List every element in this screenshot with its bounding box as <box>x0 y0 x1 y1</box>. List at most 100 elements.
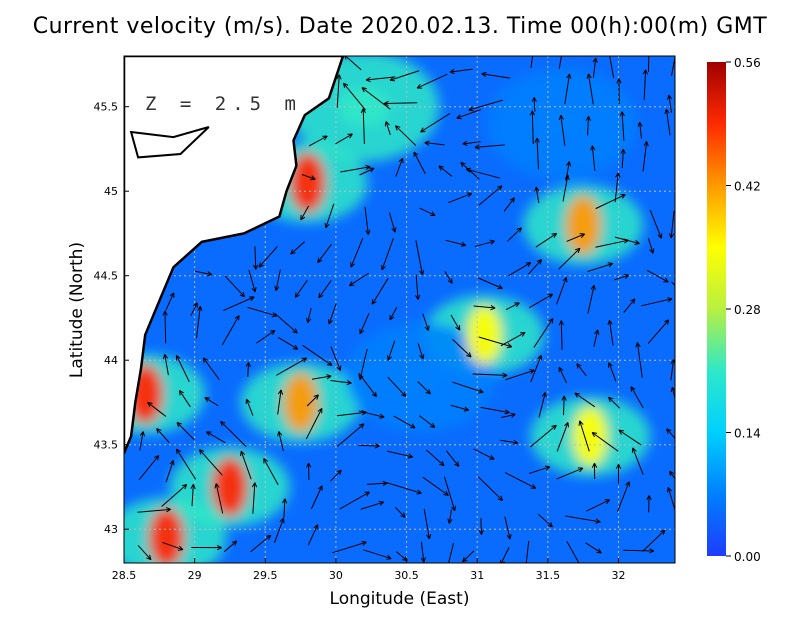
y-tick-label: 44.5 <box>94 270 119 283</box>
arrow-head <box>504 409 510 415</box>
velocity-arrow <box>477 277 503 290</box>
arrow-shaft <box>263 458 279 486</box>
arrow-shaft <box>176 355 190 382</box>
velocity-arrow <box>162 541 184 551</box>
arrow-head <box>139 431 145 437</box>
velocity-arrow <box>360 108 366 145</box>
velocity-arrow <box>308 135 328 147</box>
arrow-head <box>530 484 537 489</box>
velocity-arrow <box>348 272 370 287</box>
velocity-arrow <box>165 460 175 483</box>
velocity-arrow <box>317 243 332 264</box>
arrow-shaft <box>608 320 614 346</box>
arrow-head <box>378 500 385 506</box>
velocity-arrow <box>447 509 453 524</box>
arrow-head <box>382 480 388 487</box>
arrow-shaft <box>422 476 449 496</box>
velocity-arrow <box>417 381 431 395</box>
arrow-head <box>460 241 467 247</box>
arrow-head <box>369 167 375 173</box>
arrow-shaft <box>420 112 451 133</box>
arrow-shaft <box>474 144 505 148</box>
arrow-shaft <box>452 338 472 358</box>
velocity-arrow <box>302 344 333 366</box>
arrow-shaft <box>535 233 557 248</box>
arrow-head <box>489 454 495 460</box>
arrow-head <box>326 360 333 366</box>
arrow-head <box>564 422 569 428</box>
velocity-arrow <box>250 534 272 553</box>
arrow-shaft <box>587 262 613 273</box>
arrow-head <box>220 420 226 427</box>
arrow-shaft <box>359 312 370 334</box>
velocity-arrow <box>635 342 643 378</box>
x-axis-label: Longitude (East) <box>329 589 470 609</box>
velocity-arrow <box>637 121 643 139</box>
arrow-head <box>669 470 675 477</box>
arrow-head <box>497 495 504 502</box>
arrow-shaft <box>363 549 392 560</box>
arrow-shaft <box>677 164 678 180</box>
velocity-arrow <box>247 306 277 318</box>
arrow-head <box>590 284 596 291</box>
velocity-arrow <box>305 407 323 440</box>
arrow-head <box>529 110 536 116</box>
arrow-shaft <box>670 210 675 239</box>
arrow-shaft <box>340 166 371 173</box>
velocity-arrow <box>674 243 675 260</box>
arrow-head <box>327 318 333 325</box>
arrow-shaft <box>614 172 619 203</box>
velocity-arrow <box>607 319 614 346</box>
velocity-arrow <box>417 343 425 360</box>
arrow-head <box>674 259 675 260</box>
velocity-arrow <box>462 550 475 563</box>
arrow-head <box>384 121 390 127</box>
arrow-head <box>147 401 153 408</box>
arrow-head <box>365 164 371 171</box>
arrow-head <box>206 271 213 277</box>
arrow-shaft <box>300 205 310 221</box>
velocity-arrow <box>558 247 581 270</box>
arrow-shaft <box>138 455 160 481</box>
arrow-head <box>169 460 175 466</box>
arrow-head <box>424 325 430 331</box>
arrow-shaft <box>450 314 461 331</box>
velocity-arrow <box>680 529 692 543</box>
arrow-shaft <box>283 498 286 518</box>
arrow-head <box>313 394 319 400</box>
velocity-arrow <box>525 540 530 563</box>
arrow-shaft <box>452 381 484 393</box>
velocity-arrow <box>358 348 368 380</box>
arrow-shaft <box>647 319 670 344</box>
arrow-head <box>438 165 444 171</box>
velocity-arrow <box>558 56 562 69</box>
arrow-head <box>347 133 353 139</box>
arrow-head <box>643 141 649 147</box>
arrow-shaft <box>310 485 323 510</box>
velocity-arrow <box>223 540 238 553</box>
velocity-arrow <box>251 482 258 514</box>
arrow-head <box>619 111 625 117</box>
velocity-arrow <box>290 241 306 255</box>
arrow-shaft <box>388 212 396 233</box>
arrow-shaft <box>248 270 256 293</box>
arrow-shaft <box>556 422 569 452</box>
arrow-head <box>620 148 626 154</box>
arrow-head <box>460 161 466 168</box>
arrow-shaft <box>278 431 284 452</box>
velocity-arrow <box>306 307 312 323</box>
velocity-arrow <box>363 549 392 560</box>
velocity-arrow <box>528 259 543 275</box>
arrow-head <box>676 164 680 169</box>
velocity-arrow <box>364 206 371 235</box>
arrow-shaft <box>623 549 654 552</box>
velocity-arrow <box>679 310 691 317</box>
arrow-shaft <box>247 306 277 317</box>
arrow-shaft <box>330 346 341 371</box>
arrow-shaft <box>162 541 184 551</box>
chart-title: Current velocity (m/s). Date 2020.02.13.… <box>32 14 768 39</box>
arrow-head <box>675 41 679 46</box>
velocity-arrow <box>647 238 655 254</box>
arrow-shaft <box>156 428 170 443</box>
velocity-arrow <box>273 517 285 544</box>
